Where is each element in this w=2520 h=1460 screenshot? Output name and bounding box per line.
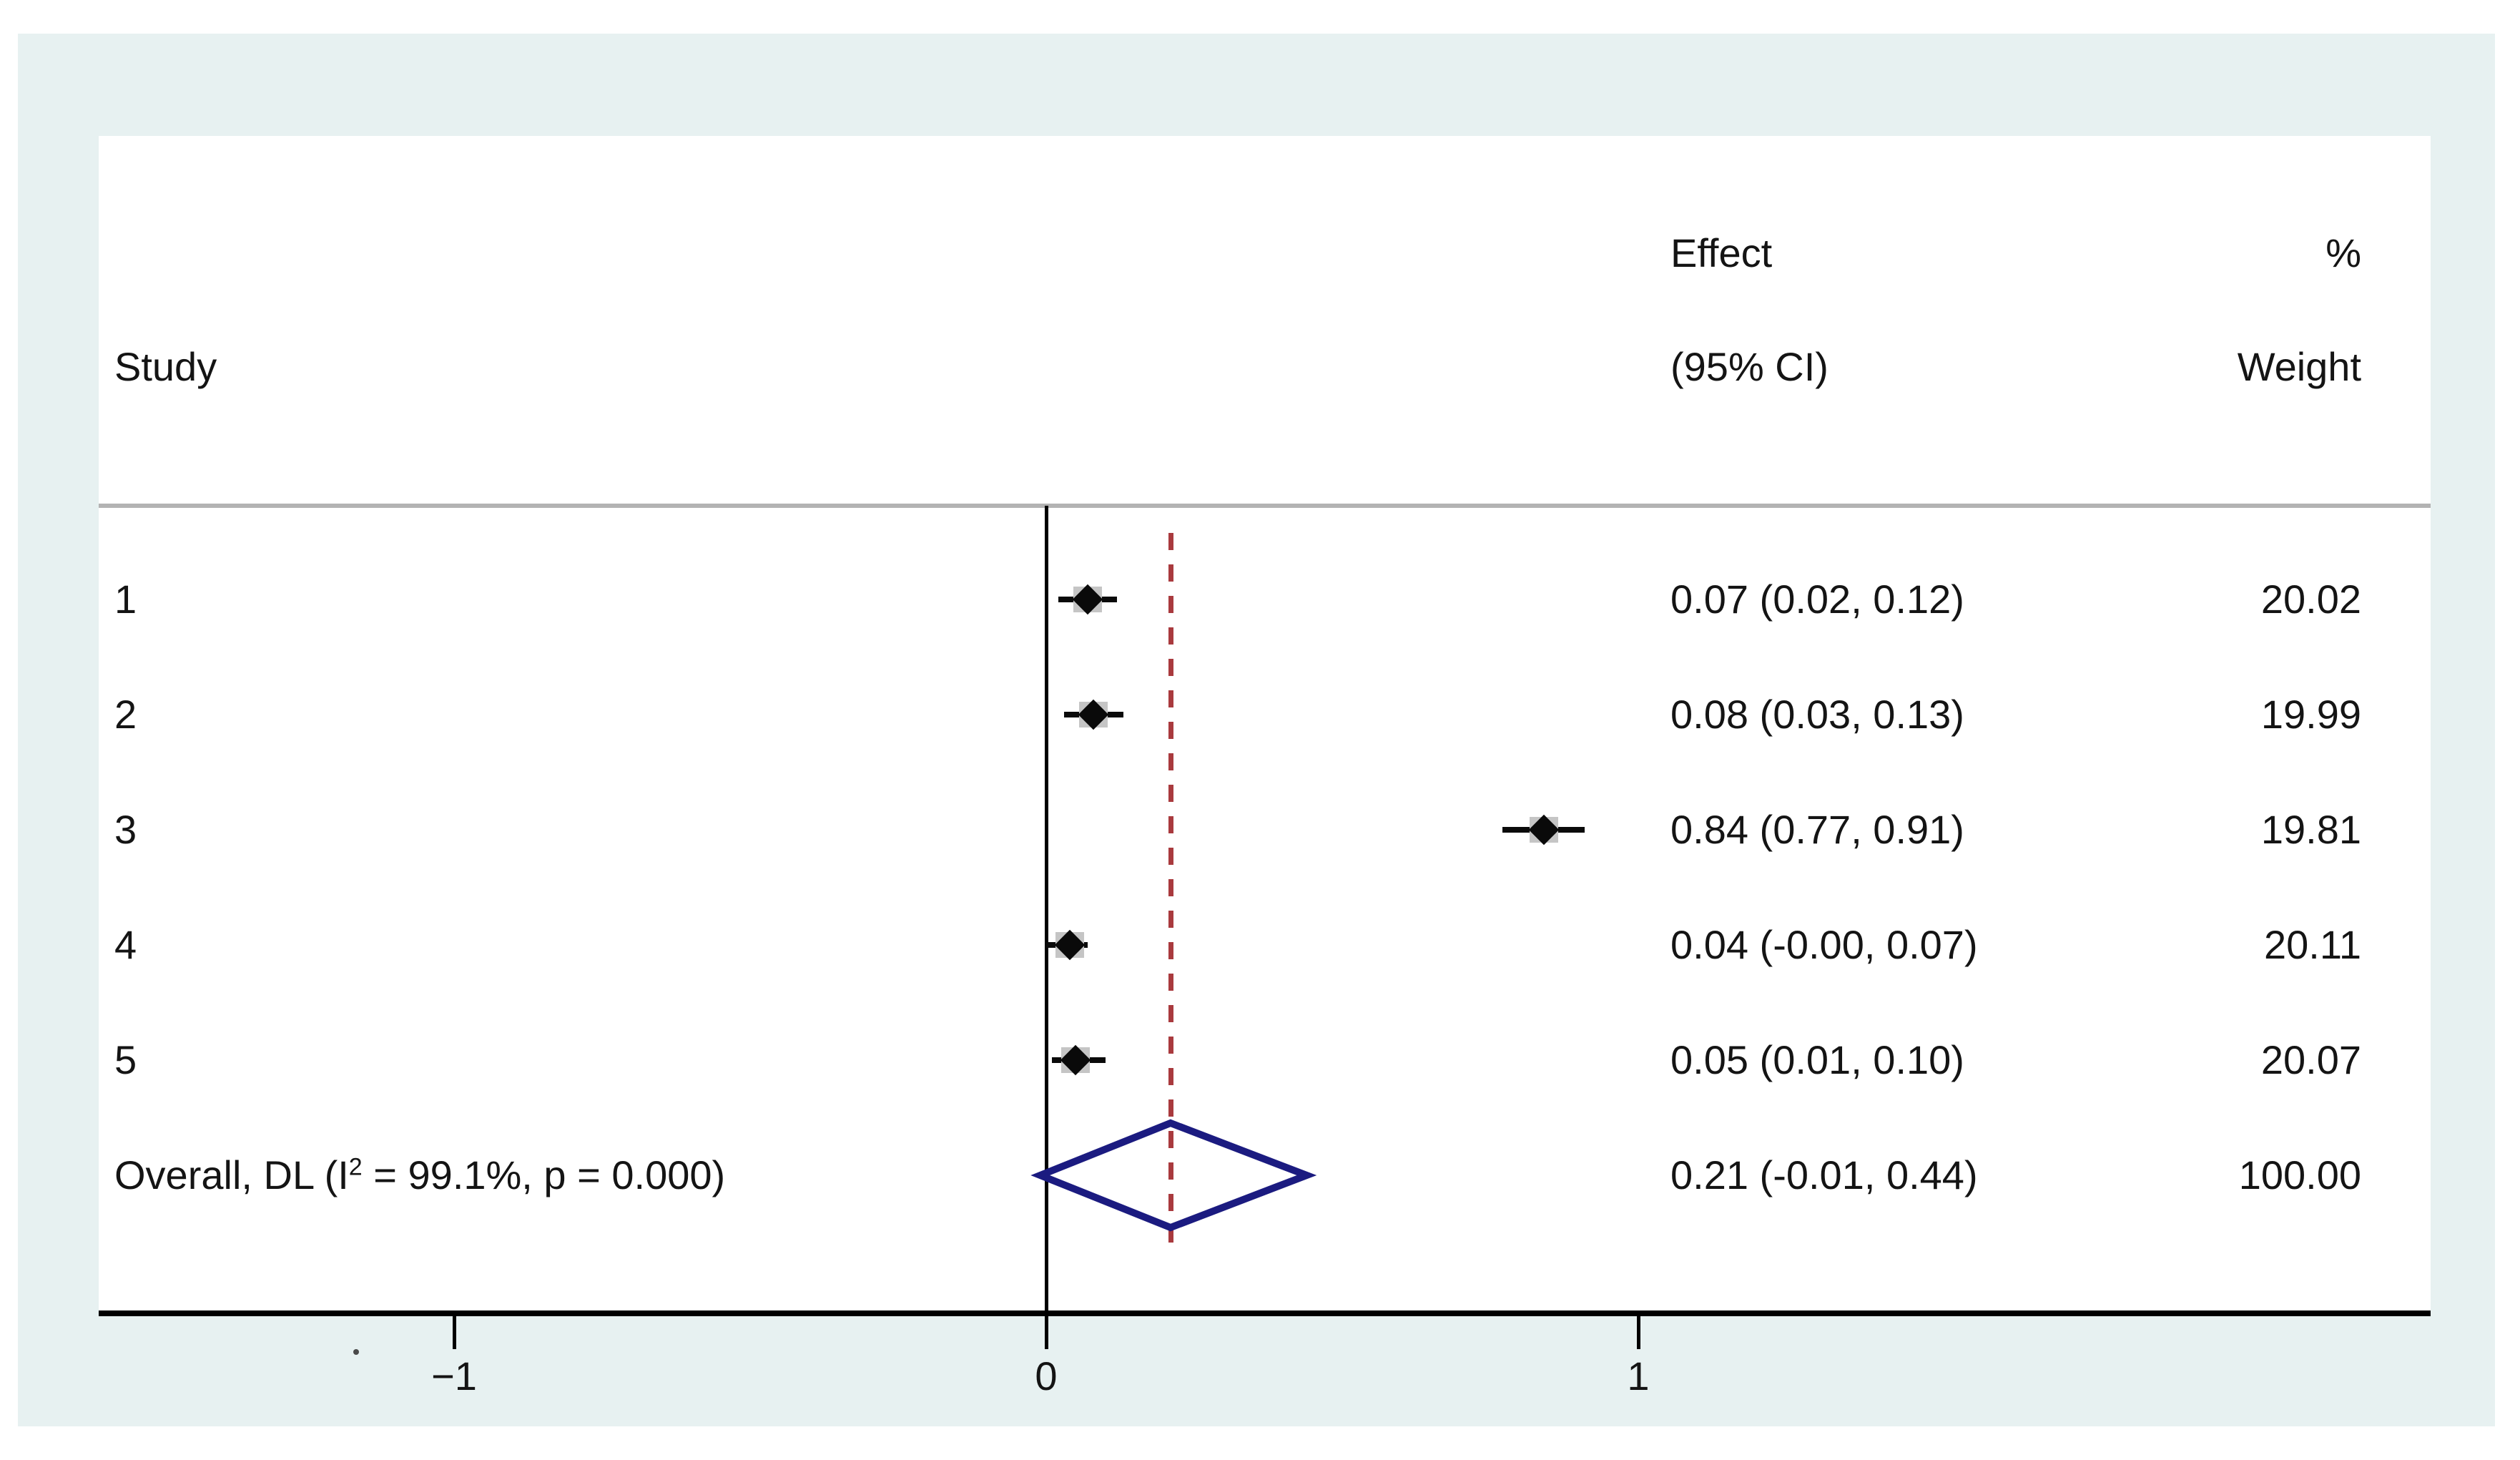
column-header-effect-line2: (95% CI) — [1670, 344, 1829, 389]
weight-value: 20.02 — [2260, 577, 2361, 622]
x-axis-tick-label: 1 — [1627, 1353, 1650, 1398]
effect-ci-value: 0.08 (0.03, 0.13) — [1670, 692, 1964, 737]
column-header-study: Study — [114, 344, 217, 389]
overall-weight-value: 100.00 — [2238, 1152, 2361, 1197]
weight-value: 20.11 — [2264, 922, 2361, 967]
study-label: 2 — [114, 692, 137, 737]
column-header-weight-line1: % — [2325, 230, 2361, 275]
x-axis-line — [99, 1310, 2431, 1316]
column-header-effect-line1: Effect — [1670, 230, 1773, 275]
study-label: 3 — [114, 807, 137, 852]
column-header-weight-line2: Weight — [2237, 344, 2361, 389]
overall-label-suffix: = 99.1%, p = 0.000) — [362, 1152, 726, 1197]
overall-estimate-dashed-line — [1168, 533, 1173, 1245]
overall-effect-value: 0.21 (-0.01, 0.44) — [1670, 1152, 1978, 1197]
effect-ci-value: 0.05 (0.01, 0.10) — [1670, 1037, 1964, 1082]
effect-ci-value: 0.84 (0.77, 0.91) — [1670, 807, 1964, 852]
plot-panel — [99, 136, 2431, 1310]
x-axis-tick-label: −1 — [431, 1353, 477, 1398]
weight-value: 20.07 — [2260, 1037, 2361, 1082]
study-label: 1 — [114, 577, 137, 622]
x-axis-tick-label: 0 — [1035, 1353, 1058, 1398]
weight-value: 19.99 — [2260, 692, 2361, 737]
overall-label-superscript: 2 — [348, 1153, 363, 1181]
header-separator-line — [99, 504, 2431, 508]
x-axis-tick — [1637, 1316, 1640, 1349]
weight-value: 19.81 — [2260, 807, 2361, 852]
overall-label-prefix: Overall, DL (I — [114, 1152, 349, 1197]
study-label: 5 — [114, 1037, 137, 1082]
study-label: 4 — [114, 922, 137, 967]
zero-effect-line — [1045, 506, 1048, 1336]
stray-dot — [353, 1349, 359, 1355]
x-axis-tick — [1045, 1316, 1048, 1349]
effect-ci-value: 0.07 (0.02, 0.12) — [1670, 577, 1964, 622]
effect-ci-value: 0.04 (-0.00, 0.07) — [1670, 922, 1978, 967]
overall-row-label: Overall, DL (I2 = 99.1%, p = 0.000) — [114, 1155, 725, 1195]
x-axis-tick — [453, 1316, 456, 1349]
